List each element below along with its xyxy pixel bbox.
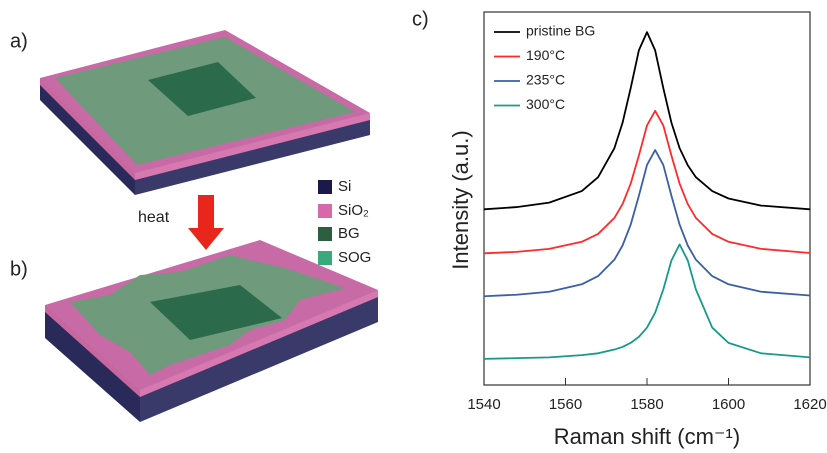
heat-arrow [188,195,224,250]
legend-label: pristine BG [526,23,595,39]
page: heat a) b) c) Si SiO₂ BG SOG Raman shift… [0,0,827,453]
plot-frame [484,12,810,385]
device-a [40,30,370,195]
legend-swatch [318,204,332,218]
panel-label: c) [412,8,429,30]
legend-swatch [318,227,332,241]
series-line [484,150,810,296]
x-tick-label: 1620 [793,396,826,413]
x-tick-label: 1560 [549,396,582,413]
panel-label: b) [10,258,28,280]
series-line [484,111,810,253]
device-b [45,240,378,422]
x-tick-label: 1600 [712,396,745,413]
legend-label: 235°C [526,72,565,88]
legend-label: SOG [338,249,371,266]
legend-label: SiO₂ [338,202,369,219]
x-axis-label: Raman shift (cm⁻¹) [554,424,740,449]
series-line [484,244,810,359]
legend-label: Si [338,178,351,195]
legend-label: BG [338,225,360,242]
y-axis-label: Intensity (a.u.) [448,130,473,269]
panel-label: a) [10,30,28,52]
figure: heat a) b) c) Si SiO₂ BG SOG Raman shift… [0,0,827,453]
legend-label: 190°C [526,47,565,63]
legend-swatch [318,251,332,265]
legend-label: 300°C [526,96,565,112]
legend-swatch [318,180,332,194]
x-tick-label: 1580 [630,396,663,413]
arrow-label: heat [138,209,170,226]
x-tick-label: 1540 [467,396,500,413]
